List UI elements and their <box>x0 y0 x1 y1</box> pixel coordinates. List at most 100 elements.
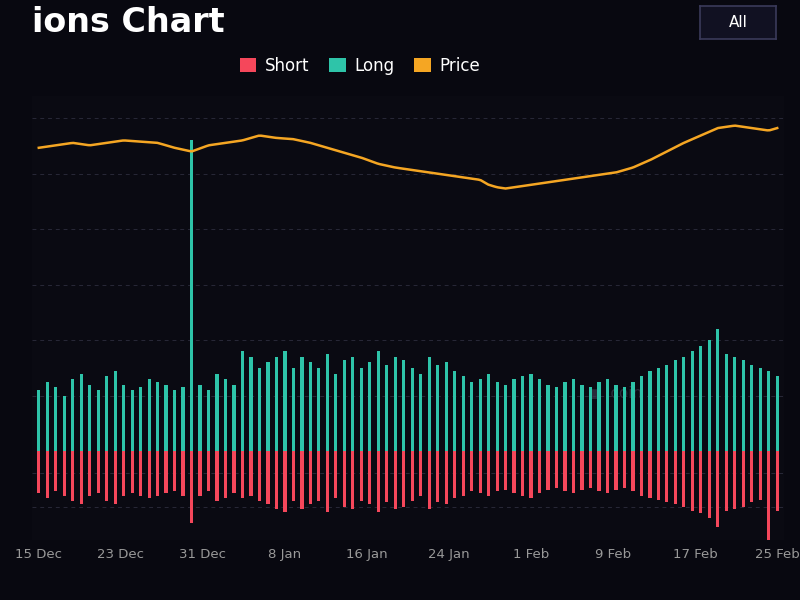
Bar <box>80 451 83 505</box>
Bar <box>623 387 626 451</box>
Bar <box>394 451 397 509</box>
Bar <box>555 387 558 451</box>
Bar <box>402 451 406 506</box>
Bar <box>725 451 728 511</box>
Bar <box>690 451 694 511</box>
Bar <box>513 379 516 451</box>
Bar <box>742 360 745 451</box>
Bar <box>215 451 218 501</box>
Bar <box>708 451 711 518</box>
Bar <box>453 371 456 451</box>
Bar <box>342 360 346 451</box>
Bar <box>88 385 91 451</box>
Bar <box>207 390 210 451</box>
Bar <box>699 346 702 451</box>
Bar <box>351 451 354 509</box>
Bar <box>478 451 482 493</box>
Bar <box>173 390 176 451</box>
Bar <box>402 360 406 451</box>
Bar <box>733 451 736 509</box>
Bar <box>292 451 295 501</box>
Bar <box>589 387 592 451</box>
Bar <box>758 451 762 500</box>
Bar <box>351 357 354 451</box>
Bar <box>318 368 321 451</box>
Bar <box>165 451 168 493</box>
Bar <box>445 451 448 505</box>
Bar <box>580 451 584 490</box>
Bar <box>147 379 150 451</box>
Bar <box>530 373 533 451</box>
Bar <box>198 451 202 496</box>
Bar <box>606 379 609 451</box>
Bar <box>708 340 711 451</box>
Bar <box>436 365 439 451</box>
Bar <box>360 368 363 451</box>
Bar <box>674 451 677 505</box>
Bar <box>377 451 380 512</box>
Bar <box>495 451 498 491</box>
Bar <box>165 385 168 451</box>
Bar <box>410 451 414 501</box>
Bar <box>495 382 498 451</box>
Bar <box>614 385 618 451</box>
Bar <box>54 451 58 491</box>
Bar <box>97 390 100 451</box>
Bar <box>428 357 431 451</box>
Bar <box>648 371 651 451</box>
Bar <box>572 379 575 451</box>
Bar <box>716 451 719 527</box>
Bar <box>385 451 388 502</box>
Bar <box>88 451 91 496</box>
Bar <box>62 451 66 496</box>
Bar <box>598 451 601 491</box>
Bar <box>436 451 439 502</box>
Bar <box>530 451 533 498</box>
Bar <box>742 451 745 506</box>
Bar <box>521 451 524 496</box>
Bar <box>334 451 338 498</box>
Bar <box>147 451 150 498</box>
Text: ions Chart: ions Chart <box>32 6 225 39</box>
Text: ◼  coin: ◼ coin <box>589 386 642 401</box>
Bar <box>224 451 227 498</box>
Bar <box>470 382 474 451</box>
Bar <box>46 382 49 451</box>
Bar <box>640 451 643 496</box>
Bar <box>563 451 566 491</box>
Bar <box>224 379 227 451</box>
Bar <box>139 451 142 496</box>
Bar <box>258 451 261 501</box>
Bar <box>666 451 669 502</box>
Bar <box>775 451 779 511</box>
Bar <box>589 451 592 488</box>
Bar <box>232 451 236 493</box>
Bar <box>80 373 83 451</box>
Bar <box>334 373 338 451</box>
Bar <box>368 362 371 451</box>
Bar <box>487 373 490 451</box>
Bar <box>37 451 41 493</box>
Bar <box>309 362 312 451</box>
Bar <box>275 451 278 509</box>
Bar <box>487 451 490 496</box>
Bar <box>470 451 474 491</box>
Bar <box>614 451 618 490</box>
Bar <box>250 451 253 496</box>
Bar <box>623 451 626 488</box>
Bar <box>182 451 185 496</box>
Bar <box>462 376 465 451</box>
Bar <box>114 451 117 505</box>
Bar <box>504 451 507 490</box>
Bar <box>318 451 321 501</box>
Bar <box>258 368 261 451</box>
Bar <box>266 451 270 505</box>
Bar <box>631 382 634 451</box>
Bar <box>97 451 100 493</box>
Text: All: All <box>729 15 747 30</box>
Bar <box>232 385 236 451</box>
Bar <box>666 365 669 451</box>
Bar <box>750 451 754 502</box>
Bar <box>309 451 312 505</box>
Bar <box>182 387 185 451</box>
